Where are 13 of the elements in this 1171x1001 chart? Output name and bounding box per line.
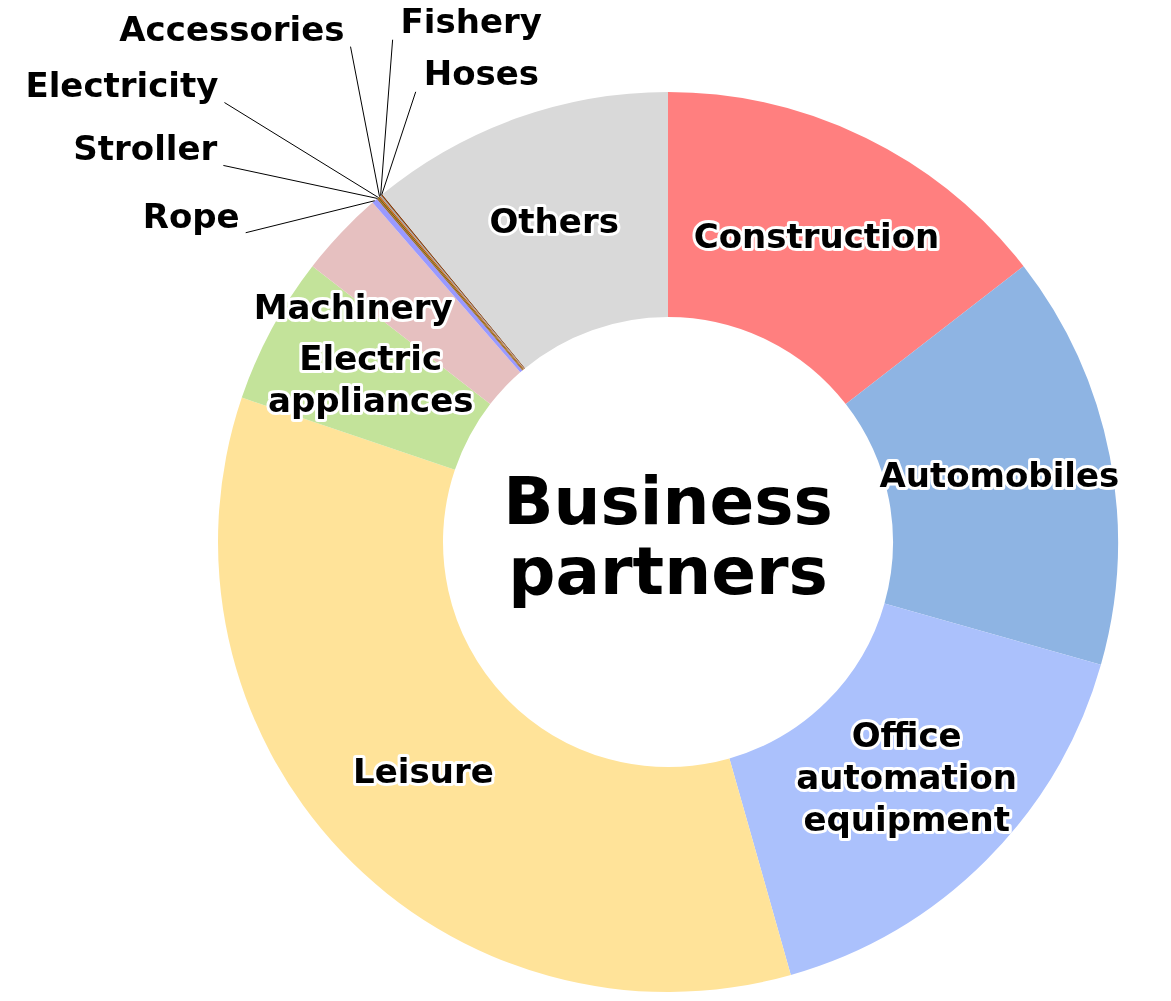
slice-label: Leisure — [353, 751, 494, 792]
slice-label: Electric appliances — [267, 338, 474, 421]
slice-label: Accessories — [119, 9, 345, 50]
slice-label: Others — [489, 201, 619, 242]
slice-label: Rope — [142, 195, 240, 236]
slice-label: Electricity — [25, 65, 219, 106]
slice-label: Automobiles — [879, 454, 1120, 495]
slice-label: Hoses — [423, 52, 540, 93]
slice-label: Stroller — [73, 128, 218, 169]
slice-label: Construction — [693, 215, 940, 256]
slice-label: Office automation equipment — [796, 715, 1017, 840]
text: Business partners — [503, 463, 833, 611]
slice-label: Machinery — [253, 287, 453, 328]
